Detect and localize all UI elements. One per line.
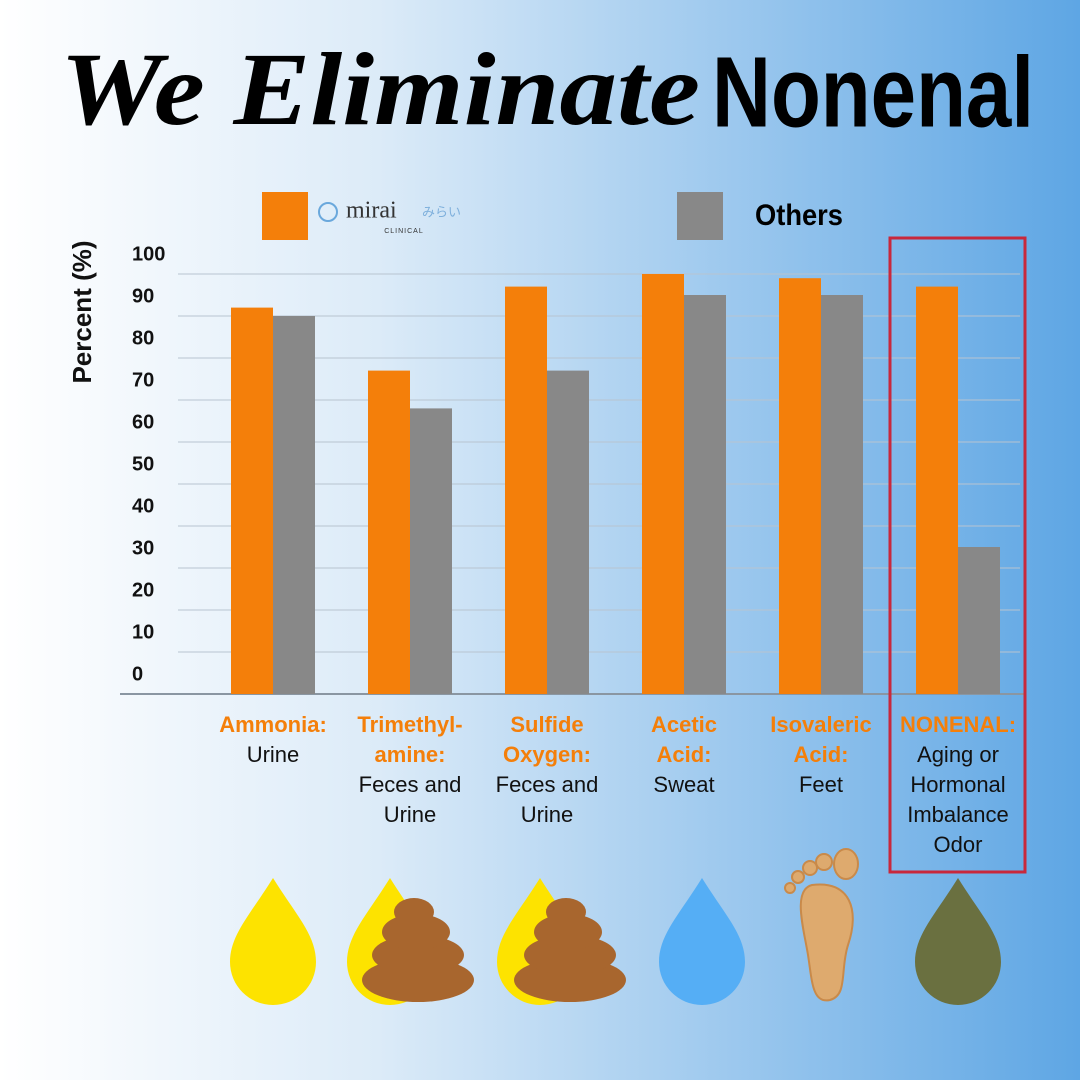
highlight-box	[888, 236, 1027, 874]
category-label: Ammonia:	[219, 712, 327, 737]
bar	[231, 307, 273, 694]
source-label: Imbalance	[907, 802, 1009, 827]
y-tick-label: 40	[132, 495, 154, 517]
odor-drop	[915, 878, 1001, 1005]
y-tick-label: 80	[132, 327, 154, 349]
foot	[784, 848, 859, 1002]
urine-drop	[230, 878, 316, 1005]
y-tick-label: 10	[132, 621, 154, 643]
y-tick-label: 100	[132, 243, 165, 265]
category-label: Trimethyl-	[357, 712, 462, 737]
category-label: Isovaleric	[770, 712, 872, 737]
title-bold: Nonenal	[712, 36, 1034, 148]
source-label: Sweat	[653, 772, 714, 797]
category-label: Sulfide	[510, 712, 583, 737]
category-label: Acid:	[794, 742, 849, 767]
bar	[958, 547, 1000, 694]
category-label: Acid:	[657, 742, 712, 767]
source-label: Urine	[384, 802, 437, 827]
source-label: Feces and	[359, 772, 462, 797]
y-tick-label: 50	[132, 453, 154, 475]
title-italic: We Eliminate	[60, 32, 700, 147]
category-label: Oxygen:	[503, 742, 591, 767]
y-tick-label: 30	[132, 537, 154, 559]
feces	[362, 898, 474, 1002]
bar	[410, 408, 452, 694]
category-label: Acetic	[651, 712, 717, 737]
bar	[779, 278, 821, 694]
category-label: amine:	[375, 742, 446, 767]
source-label: Urine	[247, 742, 300, 767]
legend-swatch	[677, 192, 723, 240]
legend-label: mirai	[346, 198, 397, 224]
source-label: Aging or	[917, 742, 999, 767]
icons	[230, 848, 1001, 1005]
bar	[916, 286, 958, 694]
logo-sub: CLINICAL	[384, 228, 424, 235]
bar	[821, 295, 863, 694]
legend: mirai みらい CLINICAL Others	[262, 192, 843, 240]
bar	[505, 286, 547, 694]
logo-kana: みらい	[422, 204, 461, 219]
y-tick-label: 20	[132, 579, 154, 601]
bar	[642, 274, 684, 694]
legend-label: Others	[755, 199, 843, 232]
y-tick-label: 0	[132, 663, 143, 685]
source-label: Feces and	[496, 772, 599, 797]
bar	[273, 316, 315, 694]
legend-swatch	[262, 192, 308, 240]
source-label: Feet	[799, 772, 843, 797]
category-label: NONENAL:	[900, 712, 1016, 737]
logo-mark	[318, 202, 338, 222]
source-label: Urine	[521, 802, 574, 827]
bar	[547, 370, 589, 694]
y-tick-label: 70	[132, 369, 154, 391]
source-label: Odor	[934, 832, 983, 857]
bar	[368, 370, 410, 694]
source-label: Hormonal	[910, 772, 1005, 797]
y-axis-label: Percent (%)	[67, 240, 97, 383]
y-tick-label: 60	[132, 411, 154, 433]
sweat-drop	[659, 878, 745, 1005]
feces	[514, 898, 626, 1002]
y-tick-label: 90	[132, 285, 154, 307]
bar	[684, 295, 726, 694]
